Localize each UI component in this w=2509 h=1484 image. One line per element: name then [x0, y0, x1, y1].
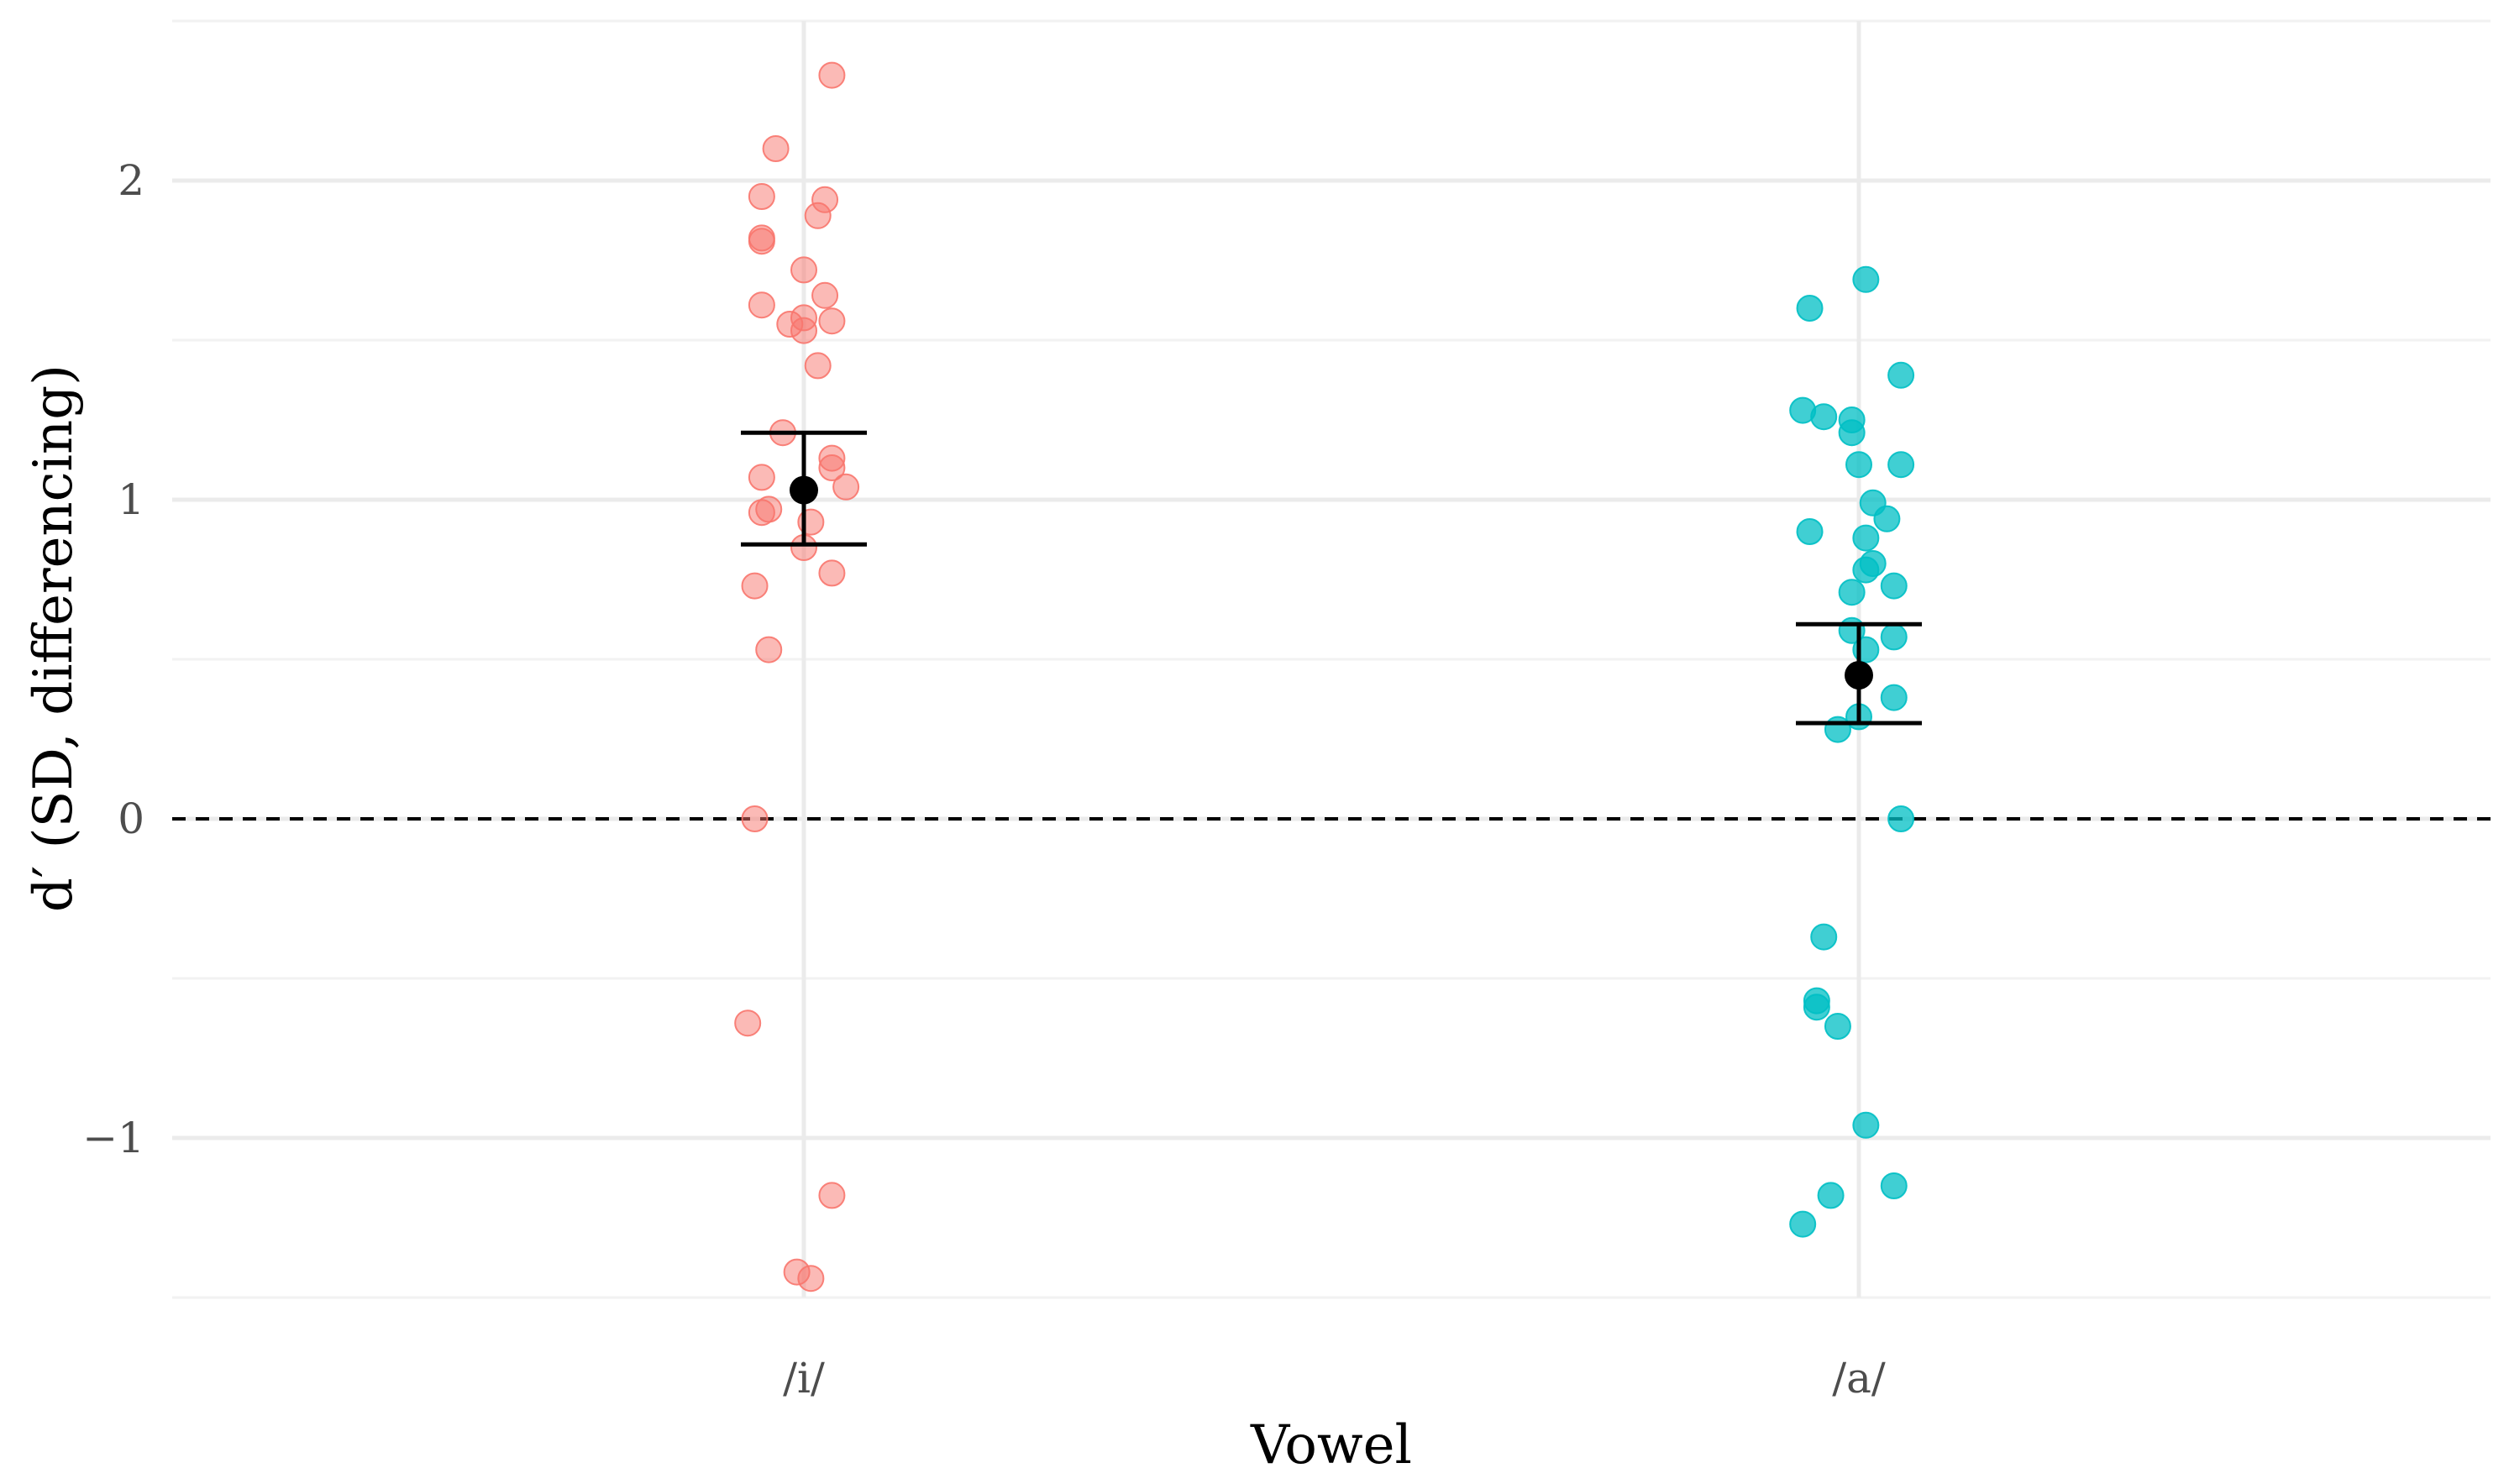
data-point — [734, 1009, 762, 1037]
data-point — [804, 352, 832, 380]
data-point — [1852, 265, 1880, 293]
data-point — [818, 61, 846, 89]
y-tick-label: 0 — [118, 794, 144, 843]
mean-ci-markers — [741, 430, 1922, 726]
data-point — [1852, 556, 1880, 584]
data-point — [804, 202, 832, 229]
data-point — [1796, 295, 1824, 322]
y-tick-labels: −1 0 1 2 — [82, 156, 144, 1162]
data-point — [1796, 518, 1824, 545]
data-point — [748, 183, 775, 210]
data-point — [1852, 1111, 1880, 1139]
y-tick-label: 1 — [118, 475, 144, 524]
data-point — [1852, 524, 1880, 552]
x-axis-title: Vowel — [1250, 1414, 1412, 1476]
data-point — [762, 135, 790, 162]
data-point — [748, 228, 775, 255]
y-tick-label: −1 — [82, 1114, 144, 1162]
data-point — [741, 805, 769, 832]
data-point — [818, 559, 846, 587]
data-point — [1810, 923, 1838, 951]
data-point — [1880, 684, 1908, 711]
data-point — [1838, 579, 1866, 606]
data-point — [1887, 451, 1915, 479]
y-axis-title: d′ (SD, differencing) — [23, 364, 85, 912]
grid-lines — [172, 19, 2491, 1299]
data-point — [1880, 623, 1908, 651]
data-point — [818, 1182, 846, 1209]
data-point — [1880, 1172, 1908, 1199]
data-point — [1810, 403, 1838, 431]
data-point — [1887, 361, 1915, 389]
data-point — [832, 473, 860, 501]
data-point — [818, 307, 846, 335]
x-tick-label: /a/ — [1832, 1354, 1886, 1403]
data-point — [748, 464, 775, 491]
data-point — [1880, 572, 1908, 600]
data-point — [1789, 1210, 1817, 1238]
data-point — [1803, 994, 1830, 1021]
data-point — [790, 256, 817, 284]
data-point — [1845, 451, 1872, 479]
data-point — [1838, 419, 1866, 447]
x-tick-label: /i/ — [783, 1354, 825, 1403]
data-point — [1817, 1182, 1845, 1209]
data-point — [1824, 1013, 1851, 1040]
mean-point — [790, 475, 818, 505]
x-tick-labels: /i/ /a/ — [783, 1354, 1886, 1403]
data-point — [818, 454, 846, 481]
data-point — [1887, 805, 1915, 832]
data-point — [748, 499, 775, 527]
data-point — [1824, 716, 1851, 743]
data-point — [755, 636, 783, 663]
y-tick-label: 2 — [118, 156, 144, 205]
data-point — [790, 317, 817, 344]
mean-point — [1845, 661, 1873, 690]
data-point — [1873, 505, 1901, 532]
data-point — [748, 291, 775, 319]
data-points — [734, 61, 1915, 1293]
data-point — [741, 572, 769, 600]
data-point — [797, 1265, 825, 1293]
data-point — [811, 281, 839, 309]
